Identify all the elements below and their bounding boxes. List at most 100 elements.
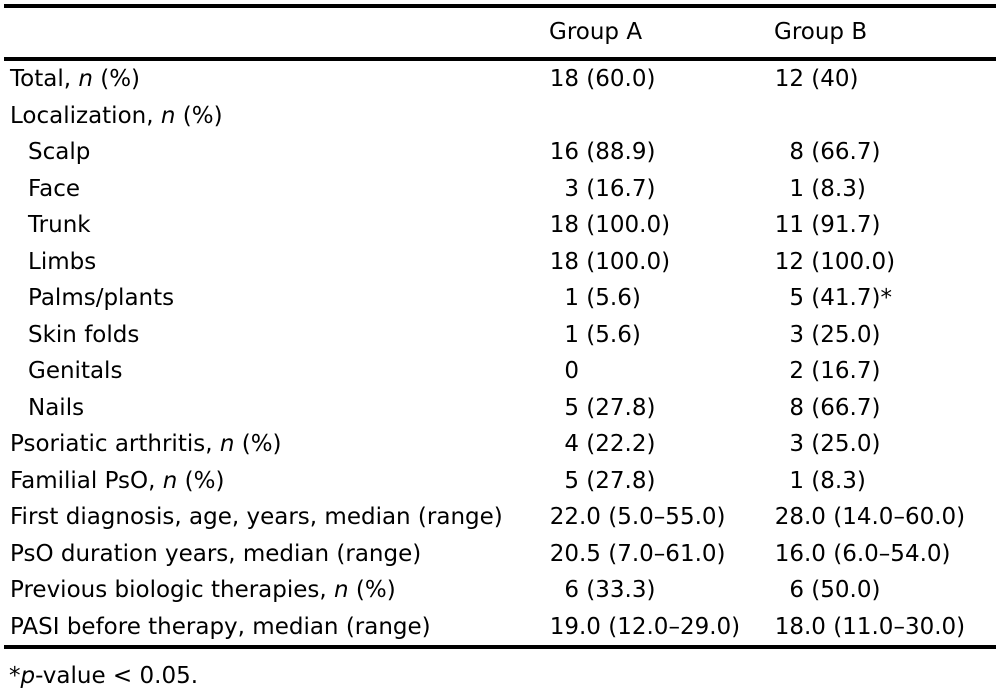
value-detail: .0 (5.0–55.0) xyxy=(579,504,726,530)
value-detail: (40) xyxy=(804,66,859,92)
group-a-value: 1 (5.6) xyxy=(549,317,641,354)
group-a-value: 0 xyxy=(549,353,579,390)
table-row: Face 3 (16.7) 1 (8.3) xyxy=(0,171,1000,208)
group-a-value: 18 (60.0) xyxy=(549,61,656,98)
value-detail: .0 (11.0–30.0) xyxy=(804,613,966,640)
value-detail: (5.6) xyxy=(579,285,641,311)
row-label-italic-n: n xyxy=(162,467,178,494)
value-integer: 8 xyxy=(789,394,804,421)
row-label: Total, n (%) xyxy=(10,66,141,92)
table-row: Genitals 0 2 (16.7) xyxy=(0,353,1000,390)
value-integer: 0 xyxy=(564,358,579,384)
row-label: Previous biologic therapies, n (%) xyxy=(10,577,396,603)
group-a-value: 16 (88.9) xyxy=(549,134,656,171)
group-b-value: 16.0 (6.0–54.0) xyxy=(774,536,951,573)
table-header-divider-rule xyxy=(4,57,996,61)
value-integer: 1 xyxy=(564,321,579,348)
value-integer: 3 xyxy=(564,175,579,202)
group-b-value: 8 (66.7) xyxy=(774,134,880,171)
group-a-value: 19.0 (12.0–29.0) xyxy=(549,609,740,646)
value-integer: 20 xyxy=(549,540,579,567)
value-detail: (100.0) xyxy=(804,248,896,275)
group-a-value: 6 (33.3) xyxy=(549,572,655,609)
row-label: Face xyxy=(28,175,81,202)
value-integer: 11 xyxy=(774,212,804,238)
table-body: Total, n (%) 18 (60.0) 12 (40) Localization… xyxy=(0,61,1000,645)
table-row: Localization, n (%) xyxy=(0,98,1000,135)
group-b-value: 11 (91.7) xyxy=(774,207,881,244)
value-detail: (5.6) xyxy=(579,321,641,348)
group-b-value: 12 (100.0) xyxy=(774,244,895,281)
value-integer: 12 xyxy=(774,248,804,275)
group-b-value: 8 (66.7) xyxy=(774,390,880,427)
value-integer: 16 xyxy=(774,540,804,567)
footnote-text: -value < 0.05. xyxy=(35,663,199,689)
group-b-value: 1 (8.3) xyxy=(774,463,866,500)
value-detail: .0 (6.0–54.0) xyxy=(804,540,951,567)
value-detail: (27.8) xyxy=(579,394,656,421)
value-detail: (8.3) xyxy=(804,467,866,494)
group-b-value: 3 (25.0) xyxy=(774,317,880,354)
row-label: First diagnosis, age, years, median (ran… xyxy=(10,504,503,530)
value-integer: 3 xyxy=(789,431,804,457)
table-row: Trunk 18 (100.0) 11 (91.7) xyxy=(0,207,1000,244)
table-row: First diagnosis, age, years, median (ran… xyxy=(0,499,1000,536)
value-integer: 1 xyxy=(564,285,579,311)
value-detail: (8.3) xyxy=(804,175,866,202)
row-label-italic-n: n xyxy=(160,102,176,129)
row-label: Familial PsO, n (%) xyxy=(10,467,225,494)
group-b-value: 3 (25.0) xyxy=(774,426,880,463)
group-a-value: 18 (100.0) xyxy=(549,207,670,244)
row-label: Nails xyxy=(28,394,85,421)
value-integer: 12 xyxy=(774,66,804,92)
group-a-value: 5 (27.8) xyxy=(549,390,655,427)
group-b-value: 12 (40) xyxy=(774,61,859,98)
column-header-group-a: Group A xyxy=(549,19,643,45)
group-b-value: 5 (41.7)* xyxy=(774,280,892,317)
group-b-value: 1 (8.3) xyxy=(774,171,866,208)
table-row: PsO duration years, median (range) 20.5 (… xyxy=(0,536,1000,573)
value-integer: 5 xyxy=(564,394,579,421)
table-row: Scalp 16 (88.9) 8 (66.7) xyxy=(0,134,1000,171)
row-label: Palms/plants xyxy=(28,285,175,311)
footnote-italic-p: p xyxy=(20,663,36,689)
value-integer: 4 xyxy=(564,431,579,457)
value-detail: .5 (7.0–61.0) xyxy=(579,540,726,567)
value-detail: (25.0) xyxy=(804,321,881,348)
value-integer: 18 xyxy=(549,212,579,238)
row-label: Genitals xyxy=(28,358,123,384)
value-detail: (25.0) xyxy=(804,431,881,457)
value-integer: 19 xyxy=(549,613,579,640)
value-integer: 28 xyxy=(774,504,804,530)
value-detail: (16.7) xyxy=(804,358,881,384)
group-a-value: 22.0 (5.0–55.0) xyxy=(549,499,726,536)
row-label: Psoriatic arthritis, n (%) xyxy=(10,431,282,457)
value-detail: (60.0) xyxy=(579,66,656,92)
group-b-value: 2 (16.7) xyxy=(774,353,880,390)
group-a-value: 4 (22.2) xyxy=(549,426,655,463)
column-header-group-b: Group B xyxy=(774,19,868,45)
row-label: Limbs xyxy=(28,248,97,275)
row-label: PASI before therapy, median (range) xyxy=(10,613,431,640)
table-row: Previous biologic therapies, n (%) 6 (33.… xyxy=(0,572,1000,609)
group-a-value: 3 (16.7) xyxy=(549,171,655,208)
row-label: PsO duration years, median (range) xyxy=(10,540,422,567)
row-label: Localization, n (%) xyxy=(10,102,223,129)
value-integer: 8 xyxy=(789,139,804,165)
value-integer: 1 xyxy=(789,467,804,494)
value-integer: 3 xyxy=(789,321,804,348)
row-label: Scalp xyxy=(28,139,91,165)
row-label-italic-n: n xyxy=(78,66,93,92)
value-integer: 6 xyxy=(564,577,579,603)
value-detail: (66.7) xyxy=(804,139,881,165)
value-integer: 2 xyxy=(789,358,804,384)
table-row: Palms/plants 1 (5.6) 5 (41.7)* xyxy=(0,280,1000,317)
value-detail: (91.7) xyxy=(804,212,881,238)
value-integer: 1 xyxy=(789,175,804,202)
group-b-value: 6 (50.0) xyxy=(774,572,880,609)
value-detail: (33.3) xyxy=(579,577,656,603)
value-integer: 6 xyxy=(789,577,804,603)
value-detail: (22.2) xyxy=(579,431,656,457)
table-header-row: Group A Group B xyxy=(0,8,1000,57)
table-row: Nails 5 (27.8) 8 (66.7) xyxy=(0,390,1000,427)
